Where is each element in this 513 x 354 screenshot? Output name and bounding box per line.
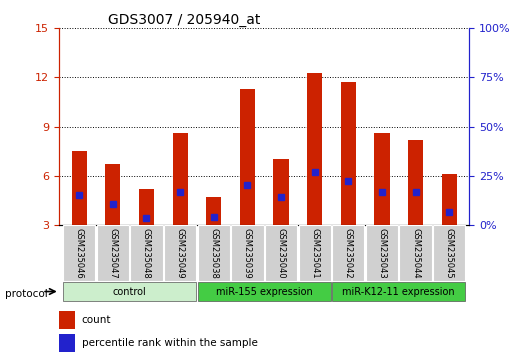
Text: GSM235047: GSM235047 [108,228,117,279]
FancyBboxPatch shape [96,225,129,281]
Text: GSM235046: GSM235046 [75,228,84,279]
Text: GSM235049: GSM235049 [175,228,185,279]
FancyBboxPatch shape [332,282,465,301]
Text: GSM235039: GSM235039 [243,228,252,279]
FancyBboxPatch shape [130,225,163,281]
Text: count: count [82,315,111,325]
Text: control: control [113,286,147,297]
FancyBboxPatch shape [265,225,297,281]
Text: miR-K12-11 expression: miR-K12-11 expression [343,286,455,297]
FancyBboxPatch shape [63,225,95,281]
Bar [59,334,75,352]
FancyBboxPatch shape [400,225,432,281]
Text: GSM235040: GSM235040 [277,228,286,279]
Text: protocol: protocol [5,289,48,299]
FancyBboxPatch shape [332,225,364,281]
FancyBboxPatch shape [63,282,196,301]
Bar [341,82,356,225]
Text: GDS3007 / 205940_at: GDS3007 / 205940_at [108,13,261,27]
Bar [105,164,121,225]
FancyBboxPatch shape [198,225,230,281]
Bar [307,73,322,225]
Bar [240,89,255,225]
Text: GSM235038: GSM235038 [209,228,218,279]
Bar [172,133,188,225]
Bar [206,197,221,225]
Bar [408,139,423,225]
Text: miR-155 expression: miR-155 expression [216,286,312,297]
Text: GSM235042: GSM235042 [344,228,353,279]
FancyBboxPatch shape [299,225,331,281]
FancyBboxPatch shape [198,282,331,301]
Bar [72,151,87,225]
Text: GSM235048: GSM235048 [142,228,151,279]
FancyBboxPatch shape [164,225,196,281]
Text: percentile rank within the sample: percentile rank within the sample [82,338,258,348]
Bar [374,133,389,225]
Bar [273,159,289,225]
Text: GSM235045: GSM235045 [445,228,453,279]
Text: GSM235043: GSM235043 [378,228,386,279]
FancyBboxPatch shape [366,225,398,281]
Text: GSM235041: GSM235041 [310,228,319,279]
Text: GSM235044: GSM235044 [411,228,420,279]
FancyBboxPatch shape [433,225,465,281]
FancyBboxPatch shape [231,225,264,281]
Bar [59,311,75,329]
Bar [442,174,457,225]
Bar [139,189,154,225]
